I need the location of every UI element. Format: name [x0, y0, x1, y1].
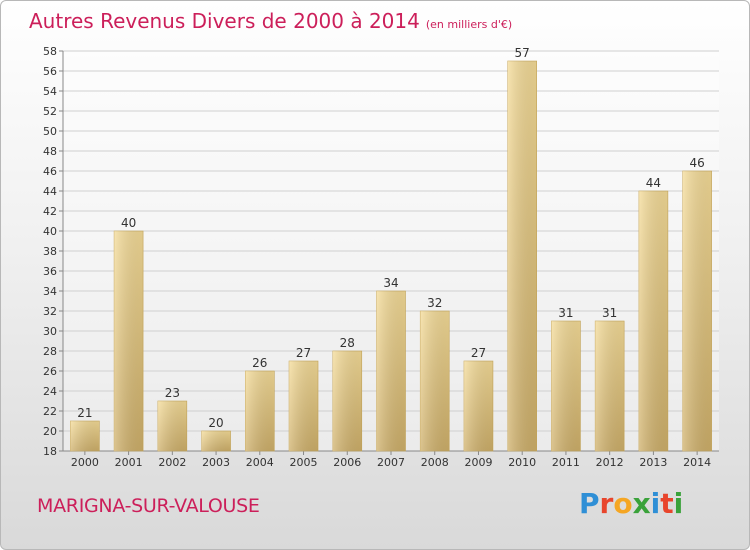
proxiti-logo: Proxiti [579, 487, 683, 520]
chart-title-text: Autres Revenus Divers de 2000 à 2014 [29, 9, 420, 33]
y-tick-label: 32 [43, 305, 57, 318]
bar-shade [638, 191, 668, 451]
y-tick-label: 26 [43, 365, 57, 378]
bar-group [463, 360, 494, 452]
bar-shade [595, 321, 625, 451]
bar-shade [245, 371, 275, 451]
logo-letter: t [660, 487, 674, 520]
y-tick-label: 38 [43, 245, 57, 258]
y-tick-label: 34 [43, 285, 57, 298]
y-tick-label: 50 [43, 125, 57, 138]
bar-shade [463, 361, 493, 451]
y-tick-label: 28 [43, 345, 57, 358]
y-tick-label: 18 [43, 445, 57, 458]
bar-group [682, 170, 712, 452]
x-tick-label: 2002 [158, 456, 186, 469]
data-label: 26 [252, 356, 267, 370]
bar-group [113, 230, 144, 452]
bar-group [638, 190, 669, 452]
data-label: 20 [208, 416, 223, 430]
y-tick-label: 22 [43, 405, 57, 418]
x-tick-label: 2001 [115, 456, 143, 469]
chart-title: Autres Revenus Divers de 2000 à 2014 (en … [29, 9, 512, 33]
bar-shade [332, 351, 362, 451]
y-tick-label: 42 [43, 205, 57, 218]
bar-shade [157, 401, 187, 451]
bar-shade [114, 231, 144, 451]
bar-group [507, 60, 538, 452]
y-tick-label: 54 [43, 85, 57, 98]
commune-name: MARIGNA-SUR-VALOUSE [37, 495, 260, 517]
data-label: 31 [558, 306, 573, 320]
y-tick-label: 24 [43, 385, 57, 398]
axis-layer: 18 20 22 24 26 28 30 32 34 36 38 40 42 44 46 48 50 52 54 56… [43, 45, 719, 469]
data-label: 23 [165, 386, 180, 400]
y-tick-label: 52 [43, 105, 57, 118]
bar-shade [201, 431, 231, 451]
data-label: 57 [515, 46, 530, 60]
bar-group [376, 290, 406, 452]
logo-letter: o [613, 487, 633, 520]
logo-letter: x [632, 487, 651, 520]
bar-shade [70, 421, 100, 451]
logo-letter: P [579, 487, 600, 520]
data-label: 34 [383, 276, 398, 290]
y-tick-label: 30 [43, 325, 57, 338]
x-tick-label: 2003 [202, 456, 230, 469]
data-label: 40 [121, 216, 136, 230]
bar-shade [551, 321, 581, 451]
y-tick-label: 40 [43, 225, 57, 238]
bar-group [157, 400, 188, 452]
bar-group [551, 320, 581, 452]
y-tick-label: 36 [43, 265, 57, 278]
y-tick-label: 44 [43, 185, 57, 198]
data-label: 27 [471, 346, 486, 360]
y-tick-label: 48 [43, 145, 57, 158]
y-tick-label: 56 [43, 65, 57, 78]
bar-shade [420, 311, 450, 451]
data-label: 46 [689, 156, 704, 170]
bar-group [201, 430, 231, 452]
x-tick-label: 2000 [71, 456, 99, 469]
chart-subtitle: (en milliers d'€) [425, 18, 513, 31]
x-tick-label: 2013 [639, 456, 667, 469]
x-tick-label: 2012 [596, 456, 624, 469]
label-layer: 21 40 23 20 26 27 28 34 32 27 57 31 31 44 46 [77, 46, 705, 430]
x-tick-label: 2008 [421, 456, 449, 469]
logo-letter: i [673, 487, 684, 520]
bar-group [594, 320, 625, 452]
y-tick-label: 58 [43, 45, 57, 58]
data-label: 32 [427, 296, 442, 310]
data-label: 28 [340, 336, 355, 350]
bar-shade [376, 291, 406, 451]
x-tick-label: 2007 [377, 456, 405, 469]
bar-group [245, 370, 275, 452]
bar-group [70, 420, 100, 452]
bar-layer [70, 60, 712, 452]
x-tick-label: 2010 [508, 456, 536, 469]
bar-shade [289, 361, 319, 451]
data-label: 44 [646, 176, 661, 190]
bar-group [419, 310, 450, 452]
x-tick-label: 2009 [464, 456, 492, 469]
x-tick-label: 2004 [246, 456, 274, 469]
x-tick-label: 2014 [683, 456, 711, 469]
bar-shade [507, 61, 537, 451]
x-tick-label: 2006 [333, 456, 361, 469]
logo-letter: i [650, 487, 661, 520]
data-label: 27 [296, 346, 311, 360]
y-tick-label: 46 [43, 165, 57, 178]
x-tick-label: 2011 [552, 456, 580, 469]
bar-shade [682, 171, 712, 451]
data-label: 31 [602, 306, 617, 320]
bar-group [288, 360, 319, 452]
y-tick-label: 20 [43, 425, 57, 438]
data-label: 21 [77, 406, 92, 420]
logo-letter: r [599, 487, 614, 520]
bar-group [332, 350, 363, 452]
x-tick-label: 2005 [290, 456, 318, 469]
